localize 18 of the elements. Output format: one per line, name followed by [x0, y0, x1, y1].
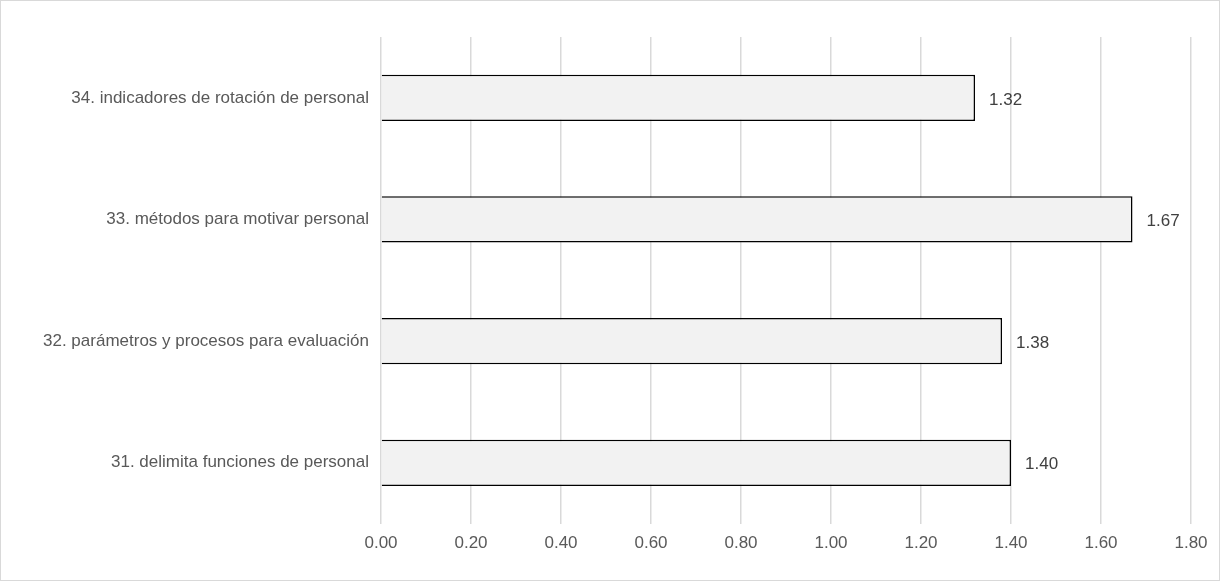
x-tick-label: 0.00	[364, 533, 398, 553]
x-tick-label: 1.60	[1084, 533, 1118, 553]
data-label: 1.32	[989, 89, 1023, 109]
y-tick-label: 32. parámetros y procesos para evaluación	[43, 330, 370, 350]
y-tick-label: 31. delimita funciones de personal	[111, 452, 370, 472]
x-tick-label: 1.00	[814, 533, 848, 553]
x-tick-label: 0.80	[724, 533, 758, 553]
data-label: 1.67	[1146, 211, 1180, 231]
x-tick-label: 1.20	[904, 533, 938, 553]
y-tick-label: 34. indicadores de rotación de personal	[71, 87, 370, 107]
x-tick-label: 0.20	[454, 533, 488, 553]
x-tick-label: 0.40	[544, 533, 578, 553]
x-tick-label: 1.80	[1174, 533, 1208, 553]
data-label: 1.38	[1016, 332, 1050, 352]
x-tick-label: 0.60	[634, 533, 668, 553]
x-tick-label: 1.40	[994, 533, 1028, 553]
data-label: 1.40	[1025, 454, 1059, 474]
y-tick-label: 33. métodos para motivar personal	[106, 209, 370, 229]
